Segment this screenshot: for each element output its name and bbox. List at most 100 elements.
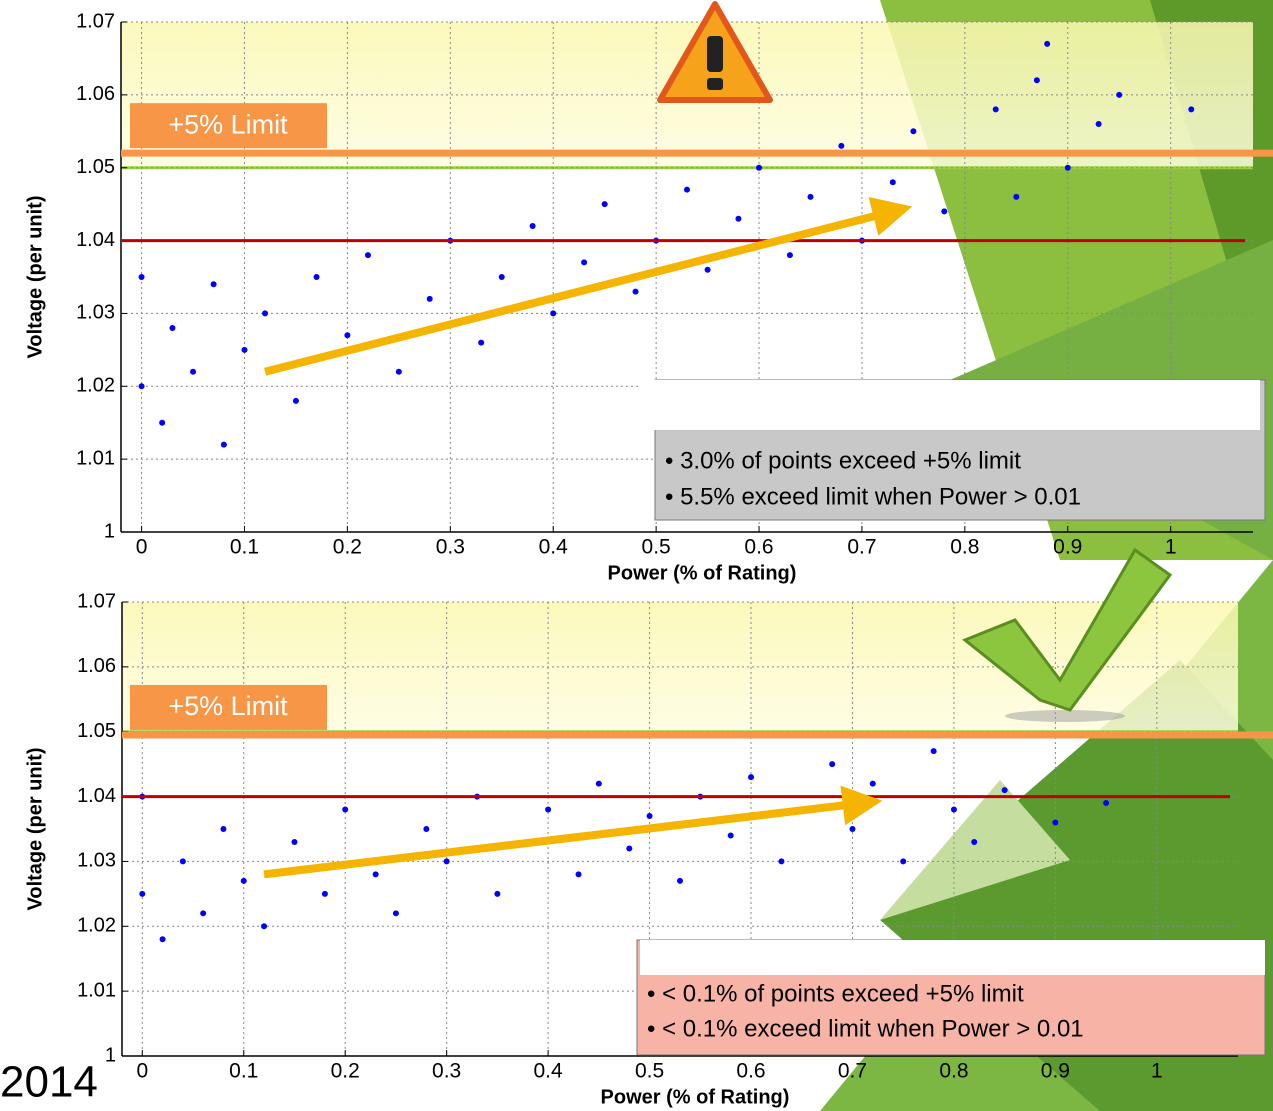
scatter-point — [241, 878, 247, 884]
scatter-point — [705, 267, 711, 273]
scatter-point — [180, 858, 186, 864]
x-tick-label: 0.4 — [534, 1060, 564, 1083]
y-tick-label: 1.06 — [76, 83, 115, 105]
warning-dot — [707, 78, 723, 90]
scatter-point — [373, 871, 379, 877]
scatter-point — [778, 858, 784, 864]
scatter-point — [550, 310, 556, 316]
scatter-point — [829, 761, 835, 767]
scatter-point — [241, 347, 247, 353]
x-tick-label: 0.3 — [436, 536, 465, 559]
y-axis-label: Voltage (per unit) — [24, 196, 46, 359]
scatter-point — [545, 807, 551, 813]
scatter-point — [261, 923, 267, 929]
x-tick-label: 0.2 — [331, 1060, 360, 1083]
y-axis-label: Voltage (per unit) — [24, 748, 46, 911]
scatter-point — [1188, 106, 1194, 112]
y-tick-label: 1.02 — [76, 375, 115, 397]
scatter-point — [344, 332, 350, 338]
trend-arrow — [264, 803, 863, 874]
x-axis-label: Power (% of Rating) — [601, 1086, 790, 1108]
check-shadow — [1005, 710, 1125, 722]
scatter-point — [139, 383, 145, 389]
callout-cover — [640, 380, 1260, 430]
scatter-point — [633, 289, 639, 295]
scatter-point — [807, 194, 813, 200]
x-tick-label: 0.5 — [635, 1060, 664, 1083]
scatter-point — [581, 259, 587, 265]
scatter-point — [221, 442, 227, 448]
scatter-point — [423, 826, 429, 832]
scatter-point — [931, 748, 937, 754]
x-tick-label: 0.1 — [230, 536, 259, 559]
scatter-point — [756, 165, 762, 171]
scatter-point — [291, 839, 297, 845]
scatter-point — [1044, 41, 1050, 47]
scatter-point — [1096, 121, 1102, 127]
scatter-point — [220, 826, 226, 832]
scatter-point — [1034, 77, 1040, 83]
scatter-point — [1013, 194, 1019, 200]
scatter-point — [530, 223, 536, 229]
y-tick-label: 1.05 — [76, 156, 115, 178]
scatter-point — [396, 369, 402, 375]
x-tick-label: 0.3 — [432, 1060, 461, 1083]
scatter-point — [849, 826, 855, 832]
scatter-point — [427, 296, 433, 302]
callout-text: • < 0.1% of points exceed +5% limit — [647, 980, 1024, 1007]
x-tick-label: 0 — [136, 536, 148, 559]
scatter-point — [365, 252, 371, 258]
scatter-point — [576, 871, 582, 877]
y-tick-label: 1 — [105, 1044, 116, 1066]
limit-label: +5% Limit — [168, 691, 288, 721]
scatter-point — [626, 845, 632, 851]
y-tick-label: 1.01 — [77, 979, 116, 1001]
scatter-point — [1116, 92, 1122, 98]
x-tick-label: 0 — [136, 1060, 148, 1083]
scatter-point — [900, 858, 906, 864]
scatter-point — [728, 832, 734, 838]
scatter-point — [890, 179, 896, 185]
y-tick-label: 1.04 — [77, 785, 116, 807]
scatter-point — [200, 910, 206, 916]
scatter-point — [971, 839, 977, 845]
scatter-point — [748, 774, 754, 780]
x-tick-label: 0.8 — [939, 1060, 968, 1083]
x-tick-label: 0.9 — [1041, 1060, 1070, 1083]
scatter-point — [160, 936, 166, 942]
callout-text: • < 0.1% exceed limit when Power > 0.01 — [647, 1015, 1084, 1042]
x-tick-label: 0.1 — [229, 1060, 258, 1083]
y-tick-label: 1.04 — [76, 229, 115, 251]
y-tick-label: 1.03 — [77, 850, 116, 872]
x-tick-label: 0.7 — [847, 536, 876, 559]
scatter-point — [444, 858, 450, 864]
footer-text: 2014 — [0, 1058, 98, 1107]
y-tick-label: 1.07 — [76, 10, 115, 32]
warning-bar — [707, 36, 723, 72]
scatter-point — [211, 281, 217, 287]
y-tick-label: 1.03 — [76, 302, 115, 324]
x-tick-label: 0.6 — [736, 1060, 765, 1083]
scatter-point — [596, 781, 602, 787]
scatter-point — [1065, 165, 1071, 171]
y-tick-label: 1.07 — [77, 590, 116, 612]
scatter-point — [647, 813, 653, 819]
scatter-point — [169, 325, 175, 331]
x-axis-label: Power (% of Rating) — [608, 562, 797, 584]
trend-arrow — [265, 211, 893, 371]
scatter-point — [677, 878, 683, 884]
x-tick-label: 1 — [1165, 536, 1177, 559]
scatter-point — [499, 274, 505, 280]
scatter-point — [735, 216, 741, 222]
scatter-point — [951, 807, 957, 813]
scatter-point — [262, 310, 268, 316]
scatter-point — [1052, 820, 1058, 826]
scatter-point — [838, 143, 844, 149]
scatter-point — [494, 891, 500, 897]
scatter-point — [602, 201, 608, 207]
callout-text: • 5.5% exceed limit when Power > 0.01 — [665, 483, 1081, 510]
x-tick-label: 0.4 — [539, 536, 569, 559]
x-tick-label: 0.7 — [838, 1060, 867, 1083]
scatter-point — [393, 910, 399, 916]
scatter-point — [1103, 800, 1109, 806]
